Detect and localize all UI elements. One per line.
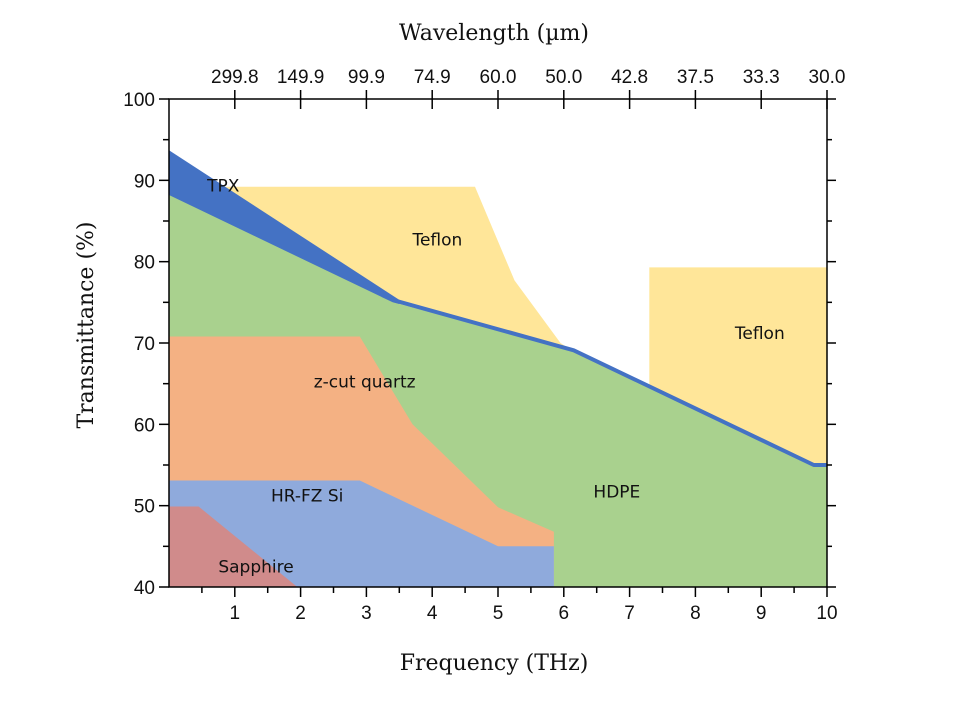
x2-tick-label: 30.0 [809,67,846,88]
x-axis-title: Frequency (THz) [400,651,589,676]
x-tick-label: 6 [559,603,570,624]
x2-tick-label: 149.9 [277,67,325,88]
x2-tick-label: 33.3 [743,67,780,88]
sapphire-label: Sapphire [218,557,293,577]
x-tick-label: 1 [230,603,241,624]
y-tick-label: 100 [123,90,155,111]
hdpe-label: HDPE [593,483,640,503]
y-tick-label: 60 [134,415,155,436]
teflon-label: Teflon [734,324,785,344]
y-tick-label: 40 [134,578,155,599]
x-tick-label: 3 [361,603,372,624]
region-labels: TPX Teflon Teflon z-cut quartz HDPE HR-FZ Si S… [206,177,785,578]
x2-tick-label: 37.5 [677,67,714,88]
top-axis-title: Wavelength (µm) [399,21,589,46]
x2-tick-label: 299.8 [211,67,259,88]
x-tick-label: 5 [493,603,504,624]
hr-fz-si-label: HR-FZ Si [271,487,343,507]
sapphire-region [169,506,298,587]
hdpe-boundary-polyline [392,297,827,467]
x2-tick-label: 50.0 [545,67,582,88]
x2-tick-label: 99.9 [348,67,385,88]
y-tick-label: 70 [134,334,155,355]
tpx-label: TPX [206,177,240,197]
axis-ticks [159,90,836,597]
tick-labels: 1 2 3 4 5 6 7 8 9 10 299.8 149.9 99.9 74.9 60.0 50.0 42.… [123,67,845,624]
region-areas [169,150,827,588]
x2-tick-label: 60.0 [480,67,517,88]
hr-fz-si-region [169,480,554,587]
x2-tick-label: 74.9 [414,67,451,88]
x-tick-label: 2 [295,603,306,624]
x-tick-label: 8 [690,603,701,624]
x2-tick-label: 42.8 [611,67,648,88]
y-tick-label: 50 [134,497,155,518]
x-tick-label: 10 [816,603,837,624]
hdpe-boundary-line [392,297,827,467]
y-axis-title: Transmittance (%) [74,221,99,428]
y-tick-label: 90 [134,171,155,192]
z-cut-quartz-label: z-cut quartz [314,373,416,393]
x-tick-label: 4 [427,603,438,624]
x-tick-label: 9 [756,603,767,624]
y-tick-label: 80 [134,253,155,274]
x-tick-label: 7 [624,603,635,624]
teflon-label: Teflon [411,230,462,250]
